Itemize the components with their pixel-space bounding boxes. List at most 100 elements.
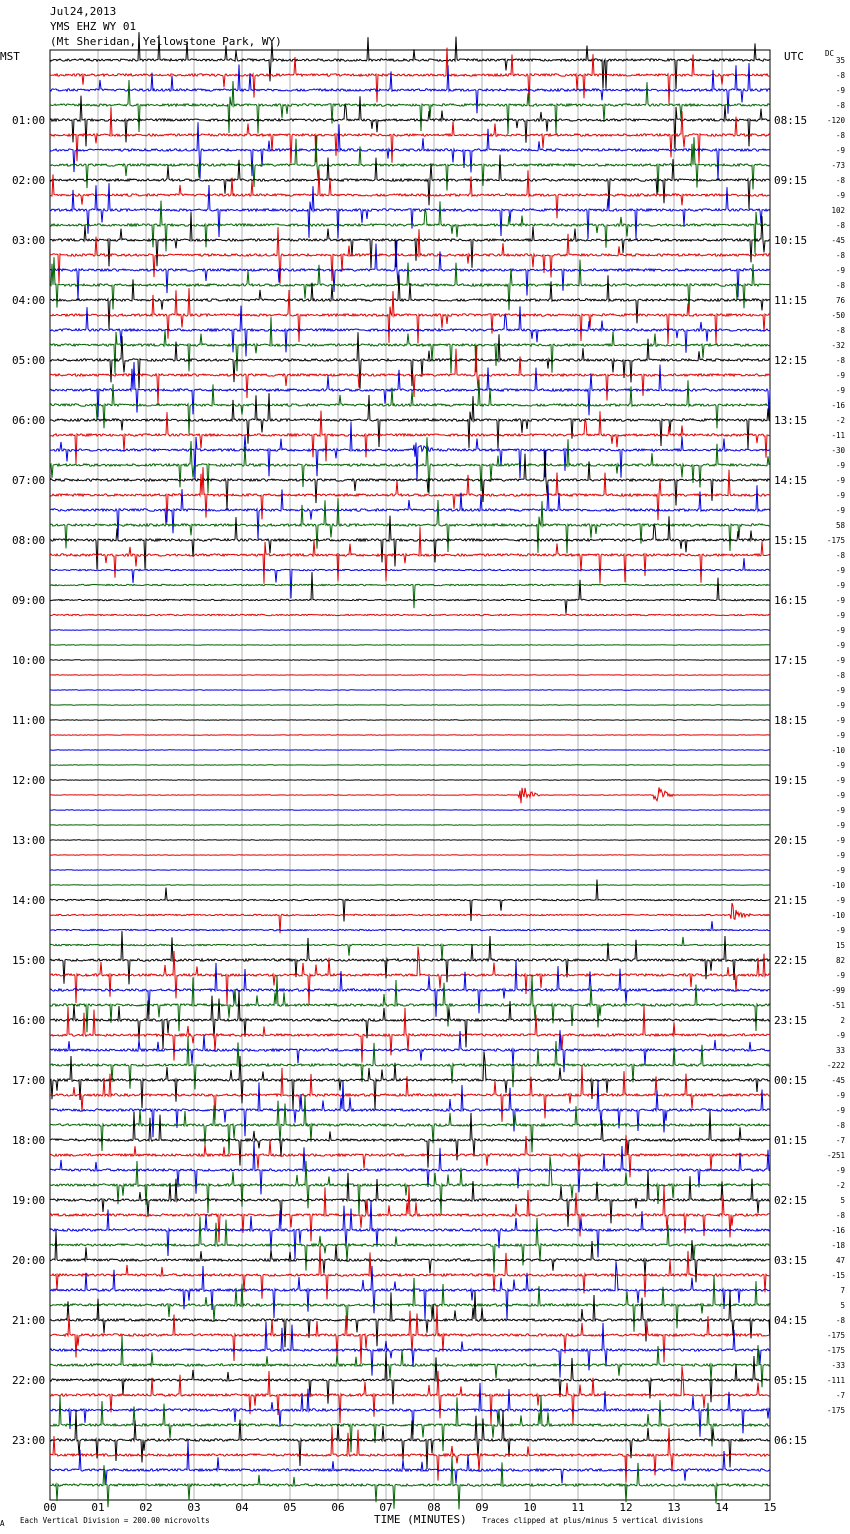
x-tick-12: 12 xyxy=(619,1501,632,1514)
dc-offset-37: -9 xyxy=(836,611,845,620)
trace-95 xyxy=(49,1456,771,1510)
dc-offset-77: -8 xyxy=(836,1211,846,1220)
dc-offset-45: -9 xyxy=(836,731,845,740)
footer-division: Each Vertical Division = 200.00 microvol… xyxy=(20,1516,210,1525)
x-tick-14: 14 xyxy=(715,1501,729,1514)
dc-offset-53: -9 xyxy=(836,851,845,860)
trace-8 xyxy=(49,154,771,209)
dc-offset-21: -9 xyxy=(836,371,845,380)
trace-59 xyxy=(49,936,771,962)
trace-16 xyxy=(49,274,771,329)
trace-77 xyxy=(49,1185,770,1243)
dc-offset-13: -8 xyxy=(836,251,846,260)
dc-offset-28: -9 xyxy=(836,476,845,485)
utc-label-12:15: 12:15 xyxy=(774,354,807,367)
mst-label-21:00: 21:00 xyxy=(12,1314,45,1327)
dc-offset-81: -15 xyxy=(831,1271,845,1280)
dc-offset-43: -9 xyxy=(836,701,845,710)
trace-31 xyxy=(49,498,771,554)
mst-label-17:00: 17:00 xyxy=(12,1074,45,1087)
trace-12 xyxy=(49,212,771,269)
trace-28 xyxy=(49,450,771,510)
trace-35 xyxy=(49,583,771,609)
trace-27 xyxy=(49,437,771,494)
dc-offset-26: -30 xyxy=(831,446,845,455)
utc-label-11:15: 11:15 xyxy=(774,294,807,307)
mst-label-15:00: 15:00 xyxy=(12,954,45,967)
dc-offset-63: -51 xyxy=(831,1001,845,1010)
dc-offset-31: 58 xyxy=(836,521,846,530)
trace-64 xyxy=(49,990,771,1050)
mst-label-10:00: 10:00 xyxy=(12,654,45,667)
utc-label-08:15: 08:15 xyxy=(774,114,807,127)
dc-offset-27: -9 xyxy=(836,461,845,470)
utc-label-05:15: 05:15 xyxy=(774,1374,807,1387)
dc-offset-36: -9 xyxy=(836,596,845,605)
mst-label-23:00: 23:00 xyxy=(12,1434,45,1447)
trace-90 xyxy=(49,1382,771,1437)
trace-88 xyxy=(49,1351,771,1405)
minute-grid xyxy=(49,49,771,1501)
utc-label-14:15: 14:15 xyxy=(774,474,807,487)
trace-13 xyxy=(49,227,771,284)
trace-89 xyxy=(49,1366,771,1425)
trace-9 xyxy=(49,169,771,219)
dc-offset-10: 102 xyxy=(831,206,845,215)
trace-34 xyxy=(49,558,771,599)
mst-label-06:00: 06:00 xyxy=(12,414,45,427)
footer-clip-note: Traces clipped at plus/minus 5 vertical … xyxy=(482,1516,703,1525)
dc-offset-44: -9 xyxy=(836,716,845,725)
x-tick-13: 13 xyxy=(667,1501,680,1514)
dc-offset-15: -8 xyxy=(836,281,846,290)
trace-36 xyxy=(49,572,771,614)
dc-offset-47: -9 xyxy=(836,761,845,770)
utc-label-18:15: 18:15 xyxy=(774,714,807,727)
x-tick-07: 07 xyxy=(379,1501,392,1514)
mst-label-03:00: 03:00 xyxy=(12,234,45,247)
dc-offset-12: -45 xyxy=(831,236,845,245)
dc-offset-71: -8 xyxy=(836,1121,846,1130)
dc-offset-29: -9 xyxy=(836,491,845,500)
trace-82 xyxy=(49,1261,771,1320)
dc-offset-5: -8 xyxy=(836,131,846,140)
dc-offset-4: -120 xyxy=(827,116,846,125)
mst-label-08:00: 08:00 xyxy=(12,534,45,547)
dc-offset-89: -7 xyxy=(836,1391,845,1400)
dc-offset-labels: 35 -8 -9 -8 -120 -8 -9 -73 -8 -9 102 -8 -45 -8 -9 -8 76 -… xyxy=(827,56,846,1415)
dc-offset-11: -8 xyxy=(836,221,846,230)
dc-offset-73: -251 xyxy=(827,1151,845,1160)
trace-10 xyxy=(49,183,771,240)
utc-label-01:15: 01:15 xyxy=(774,1134,807,1147)
dc-offset-88: -111 xyxy=(827,1376,845,1385)
dc-offset-87: -33 xyxy=(831,1361,845,1370)
dc-offset-14: -9 xyxy=(836,266,845,275)
trace-86 xyxy=(49,1321,771,1378)
x-tick-09: 09 xyxy=(475,1501,488,1514)
dc-offset-57: -10 xyxy=(831,911,845,920)
dc-offset-41: -8 xyxy=(836,671,846,680)
dc-offset-35: -9 xyxy=(836,581,845,590)
utc-label-13:15: 13:15 xyxy=(774,414,807,427)
utc-label-22:15: 22:15 xyxy=(774,954,807,967)
mst-label-18:00: 18:00 xyxy=(12,1134,45,1147)
dc-offset-78: -16 xyxy=(831,1226,845,1235)
trace-33 xyxy=(49,527,771,584)
mst-label-01:00: 01:00 xyxy=(12,114,45,127)
trace-66 xyxy=(49,1030,771,1073)
dc-offset-54: -9 xyxy=(836,866,845,875)
dc-offset-56: -9 xyxy=(836,896,845,905)
dc-offset-51: -9 xyxy=(836,821,845,830)
utc-label-02:15: 02:15 xyxy=(774,1194,807,1207)
utc-label-10:15: 10:15 xyxy=(774,234,807,247)
utc-label-17:15: 17:15 xyxy=(774,654,807,667)
dc-offset-72: -7 xyxy=(836,1136,845,1145)
x-tick-04: 04 xyxy=(235,1501,249,1514)
utc-hour-labels: 08:15 09:15 10:15 11:15 12:15 13:15 14:15 15:15… xyxy=(774,114,807,1447)
dc-offset-9: -9 xyxy=(836,191,845,200)
dc-offset-60: 82 xyxy=(836,956,845,965)
trace-74 xyxy=(49,1141,771,1195)
trace-0 xyxy=(49,32,770,90)
dc-offset-84: -8 xyxy=(836,1316,846,1325)
trace-67 xyxy=(49,1036,771,1090)
